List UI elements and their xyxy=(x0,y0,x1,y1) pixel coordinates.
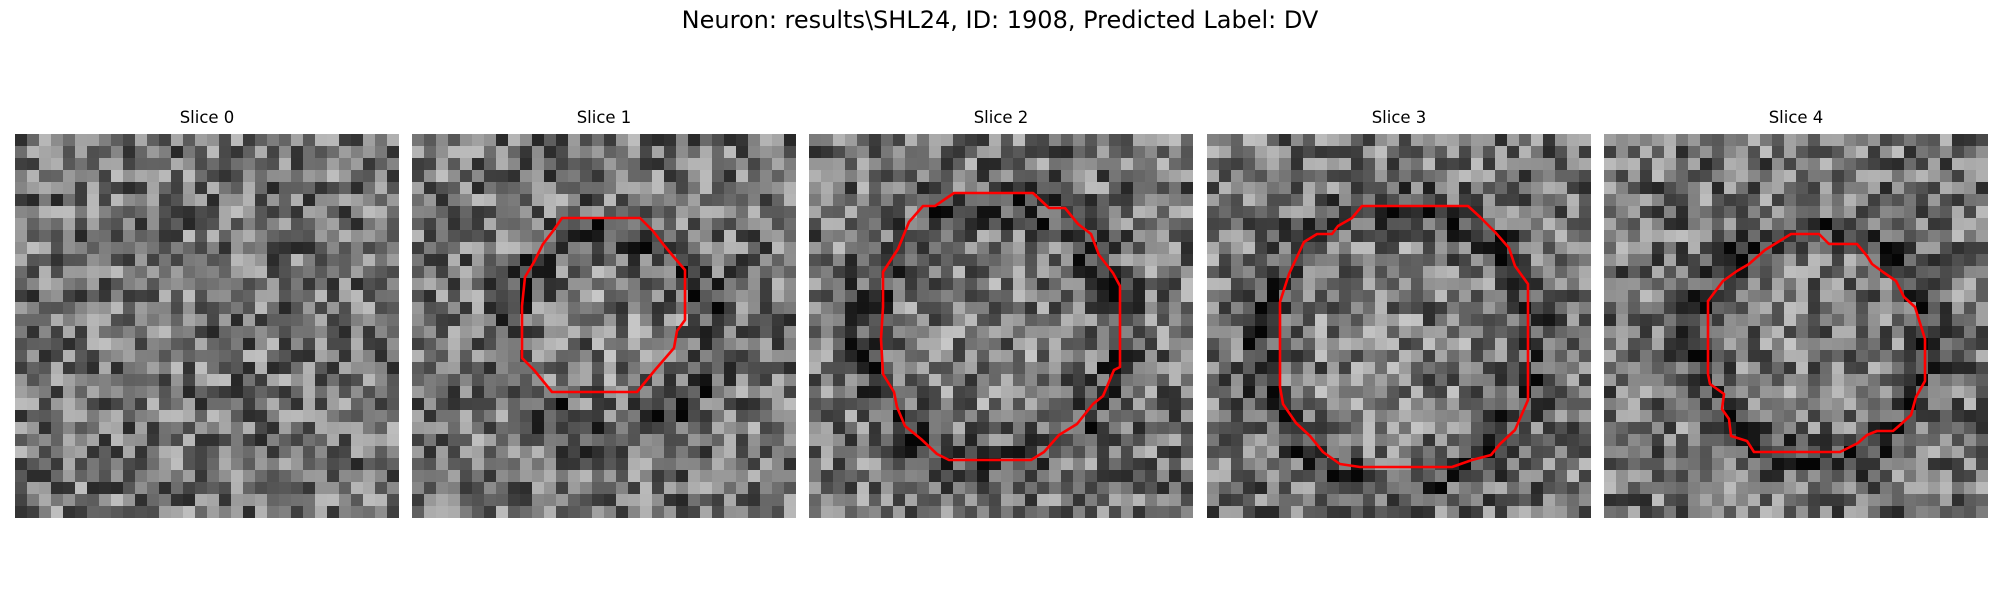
slice-panel-4: Slice 4 xyxy=(1604,108,1988,518)
slice-panel-0: Slice 0 xyxy=(15,108,399,518)
roi-contour xyxy=(1278,204,1530,469)
roi-contour xyxy=(879,191,1122,462)
slice-title: Slice 1 xyxy=(576,108,632,127)
roi-contour-overlay xyxy=(1706,232,1927,454)
roi-contour xyxy=(520,216,687,394)
slice-image xyxy=(1604,134,1988,518)
roi-contour-overlay xyxy=(879,191,1122,462)
roi-contour-overlay xyxy=(520,216,687,394)
slice-image xyxy=(412,134,796,518)
roi-contour xyxy=(1706,232,1927,454)
slice-image xyxy=(809,134,1193,518)
slice-image xyxy=(15,134,399,518)
slice-panel-3: Slice 3 xyxy=(1207,108,1591,518)
slice-panel-2: Slice 2 xyxy=(809,108,1193,518)
slice-title: Slice 4 xyxy=(1768,108,1824,127)
slice-title: Slice 0 xyxy=(179,108,235,127)
slice-title: Slice 2 xyxy=(973,108,1029,127)
figure-title: Neuron: results\SHL24, ID: 1908, Predict… xyxy=(681,6,1319,34)
slice-panel-1: Slice 1 xyxy=(412,108,796,518)
roi-contour-overlay xyxy=(1278,204,1530,469)
slice-title: Slice 3 xyxy=(1371,108,1427,127)
